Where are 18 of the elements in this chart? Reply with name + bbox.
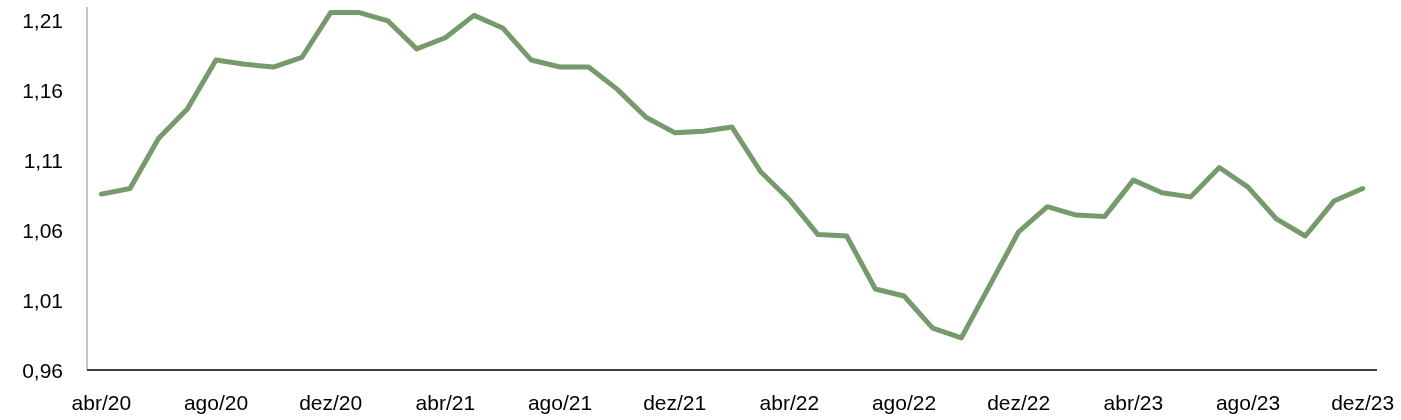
x-tick-label: ago/22	[871, 390, 937, 414]
y-tick-label: 1,01	[22, 288, 63, 312]
x-tick-label: ago/20	[183, 390, 249, 414]
y-tick-label: 1,21	[22, 9, 63, 33]
x-tick-label: abr/20	[71, 390, 132, 414]
x-tick-label: dez/23	[1331, 390, 1395, 414]
y-tick-label: 1,06	[22, 218, 63, 242]
y-tick-label: 1,11	[23, 149, 63, 173]
x-tick-label: abr/23	[1103, 390, 1164, 414]
x-tick-label: ago/23	[1215, 390, 1281, 414]
x-tick-label: dez/20	[299, 390, 363, 414]
x-tick-label: dez/21	[643, 390, 707, 414]
y-tick-label: 0,96	[22, 358, 63, 382]
y-tick-label: 1,16	[22, 79, 63, 103]
x-tick-label: abr/22	[759, 390, 820, 414]
x-tick-label: ago/21	[527, 390, 593, 414]
x-tick-label: abr/21	[415, 390, 476, 414]
x-tick-label: dez/22	[987, 390, 1051, 414]
